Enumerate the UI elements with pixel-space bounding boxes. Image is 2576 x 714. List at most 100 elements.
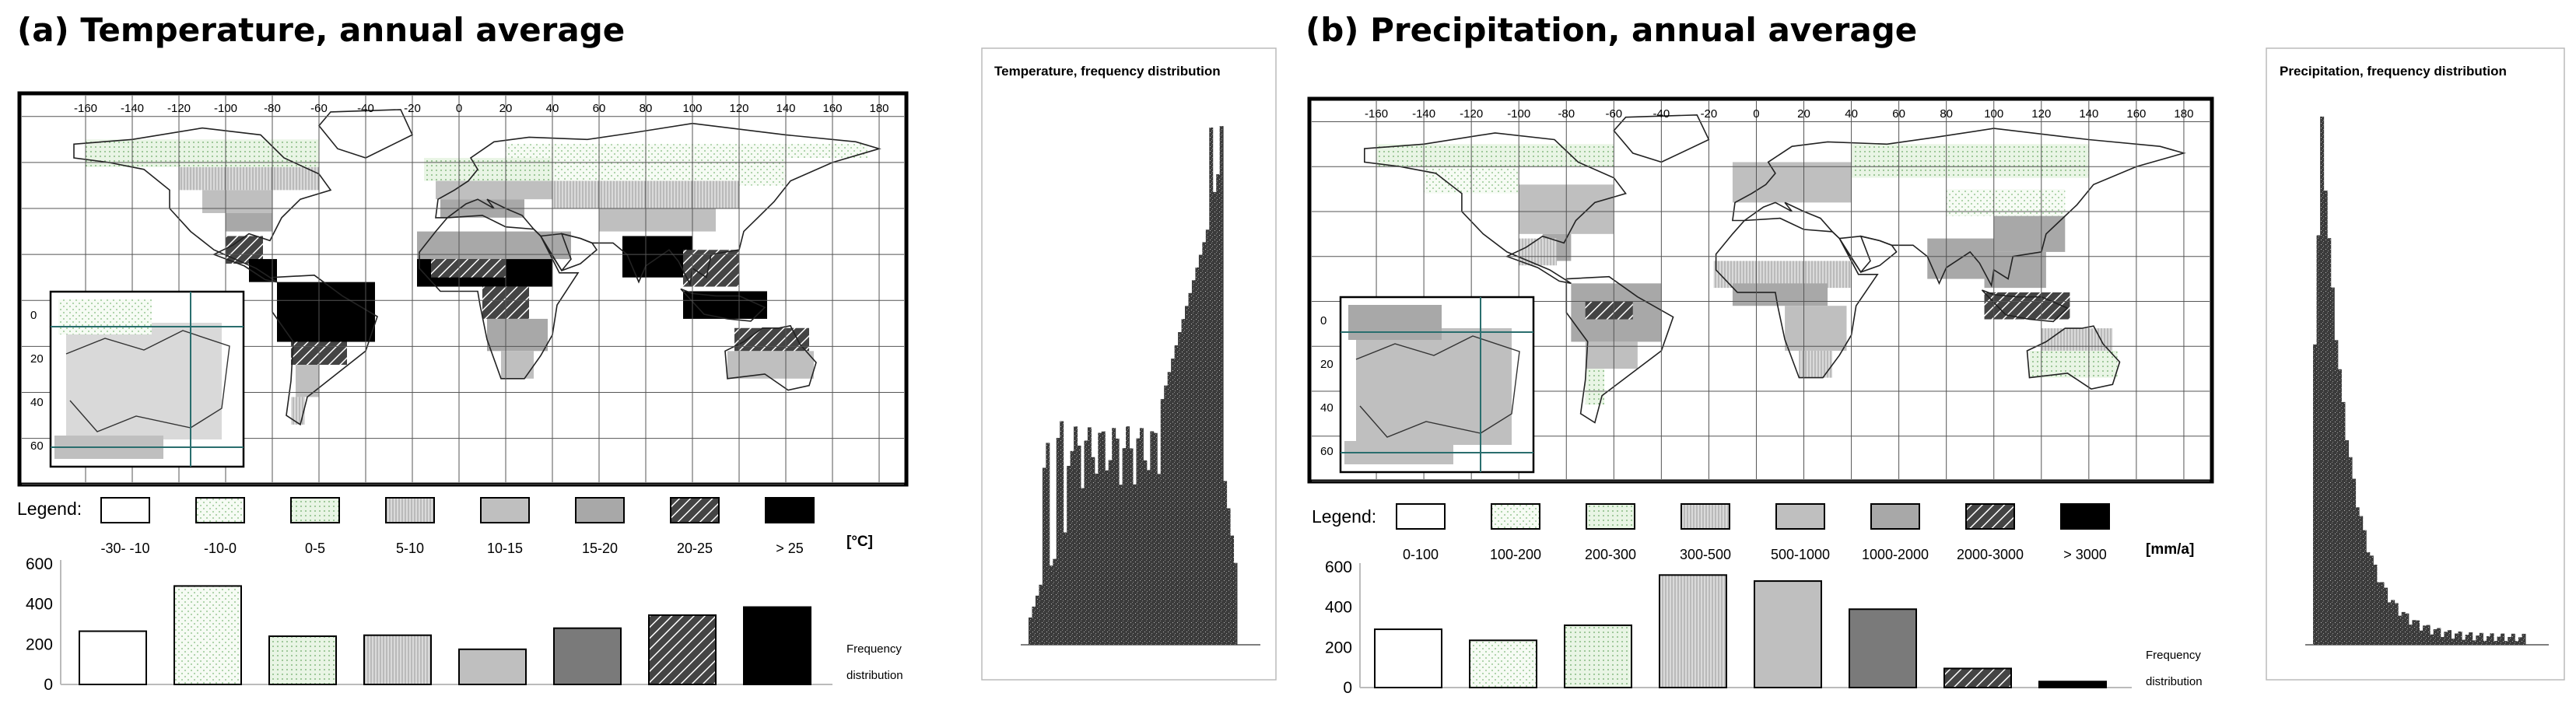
lon-tick-label: -120 xyxy=(1460,107,1483,121)
legend-category-label: -10-0 xyxy=(203,541,237,556)
histogram-bin xyxy=(2419,630,2424,645)
map-cell xyxy=(1732,283,1828,306)
histogram-bin xyxy=(2462,639,2466,645)
histogram-bin xyxy=(2348,457,2353,645)
legend-category-label: 2000-3000 xyxy=(1956,547,2024,562)
histogram-bin xyxy=(2359,516,2364,645)
lon-tick-label: -40 xyxy=(357,102,374,115)
bar-chart-a: 0 200 400 600 xyxy=(26,555,832,694)
legend-swatch xyxy=(385,497,435,523)
lon-tick-label: 40 xyxy=(1845,107,1858,121)
histogram-bin xyxy=(2384,587,2388,645)
bar-y-tick-label: 0 xyxy=(1343,679,1352,697)
histogram-bin xyxy=(2313,344,2318,645)
lon-tick-label: 40 xyxy=(546,102,559,115)
inset-map: 0 20 40 60 xyxy=(1320,296,1535,474)
map-cell xyxy=(1585,341,1638,369)
histogram-bin xyxy=(2391,600,2396,645)
legend-swatch xyxy=(1396,503,1446,530)
legend-category-label: > 3000 xyxy=(2063,547,2107,562)
legend-category-label: 0-5 xyxy=(304,541,325,556)
histogram-bin xyxy=(1115,438,1120,645)
map-cell xyxy=(179,166,319,191)
lon-tick-label: -60 xyxy=(310,102,328,115)
bar xyxy=(743,606,811,686)
inset-region xyxy=(1356,328,1512,445)
histogram-bin xyxy=(1060,421,1064,645)
freq-b-label-2: distribution xyxy=(2146,675,2203,688)
inset-region xyxy=(1348,305,1442,340)
histogram-bin xyxy=(1039,584,1043,645)
histogram-bin xyxy=(2455,633,2459,645)
histogram-bin xyxy=(2433,629,2438,645)
inset-lat-tick: 0 xyxy=(30,309,37,322)
lon-tick-label: 20 xyxy=(499,102,513,115)
histogram-bin xyxy=(2440,637,2445,645)
histogram-bin xyxy=(1035,595,1039,645)
coastline-arabia xyxy=(1838,235,1898,273)
map-cell xyxy=(226,212,272,232)
histogram-bin xyxy=(2476,635,2480,645)
panel-a: -160 -140 -120 -100 -80 -60 -40 -20 0 20 40 60 80 100… xyxy=(17,47,1277,694)
histogram-bin xyxy=(2362,530,2367,645)
histogram-bin xyxy=(1098,432,1102,645)
histogram-bin xyxy=(1139,428,1144,645)
inset-lat-tick: 40 xyxy=(30,396,44,409)
freq-a-label-1: Frequency xyxy=(846,642,902,656)
legend-b-unit: [mm/a] xyxy=(2146,541,2195,558)
legend-category-label: 15-20 xyxy=(581,541,619,556)
bar xyxy=(2038,681,2107,688)
legend-swatch xyxy=(575,497,625,523)
inset-lat-tick: 60 xyxy=(1320,445,1334,458)
freq-b-label-1: Frequency xyxy=(2146,649,2201,662)
histogram-bin xyxy=(1136,438,1141,645)
histogram-bin xyxy=(1209,127,1214,646)
legend-category-label: 100-200 xyxy=(1489,547,1542,562)
coastline-australia xyxy=(2026,325,2121,390)
histogram-bin xyxy=(2494,641,2498,645)
histogram-bin xyxy=(2369,555,2374,645)
legend-category-label: -30- -10 xyxy=(100,541,150,556)
histogram-frame xyxy=(2266,47,2565,681)
legend-swatch xyxy=(195,497,245,523)
histogram-bin xyxy=(1049,565,1053,645)
histogram-bin xyxy=(1230,535,1235,645)
lon-tick-label: -40 xyxy=(1653,107,1670,121)
lon-tick-label: 120 xyxy=(729,102,748,115)
histogram-bin xyxy=(2423,625,2427,645)
histogram-bin xyxy=(2401,611,2406,645)
map-cell xyxy=(1946,189,2066,216)
lon-tick-label: 100 xyxy=(682,102,702,115)
histogram-bin xyxy=(1053,558,1057,645)
histogram-bin xyxy=(1032,606,1036,645)
map-cell xyxy=(1376,144,1614,167)
map-cell xyxy=(1585,301,1633,320)
bar xyxy=(79,630,147,686)
histogram-bin xyxy=(1126,426,1130,645)
legend-swatch xyxy=(290,497,340,523)
lon-tick-label: 140 xyxy=(2079,107,2098,121)
histogram-bin xyxy=(1133,484,1137,645)
legend-category-label: 0-100 xyxy=(1402,547,1439,562)
histogram-bin xyxy=(2334,340,2339,645)
histogram-bin xyxy=(2405,613,2410,645)
histogram-bin xyxy=(2504,641,2508,645)
histogram-bin xyxy=(1226,508,1231,645)
lon-tick-label: 160 xyxy=(822,102,842,115)
histogram-bin xyxy=(1185,306,1189,645)
legend-category-label: 1000-2000 xyxy=(1861,547,1929,562)
bar xyxy=(458,648,527,686)
legend-swatch xyxy=(1681,503,1730,530)
histogram-bin xyxy=(1108,460,1113,645)
bar-y-tick-label: 200 xyxy=(26,635,53,653)
bar xyxy=(1564,624,1632,689)
map-cell xyxy=(2029,350,2118,378)
histogram-bin xyxy=(1198,254,1203,645)
legend-category-label: 200-300 xyxy=(1584,547,1637,562)
inset-lat-tick: 40 xyxy=(1320,401,1334,415)
bar-chart-b: 0 200 400 600 xyxy=(1325,558,2132,697)
lon-tick-label: -100 xyxy=(214,102,237,115)
bar xyxy=(1754,580,1822,688)
histogram-bin xyxy=(1122,448,1127,645)
bar xyxy=(1374,628,1442,688)
